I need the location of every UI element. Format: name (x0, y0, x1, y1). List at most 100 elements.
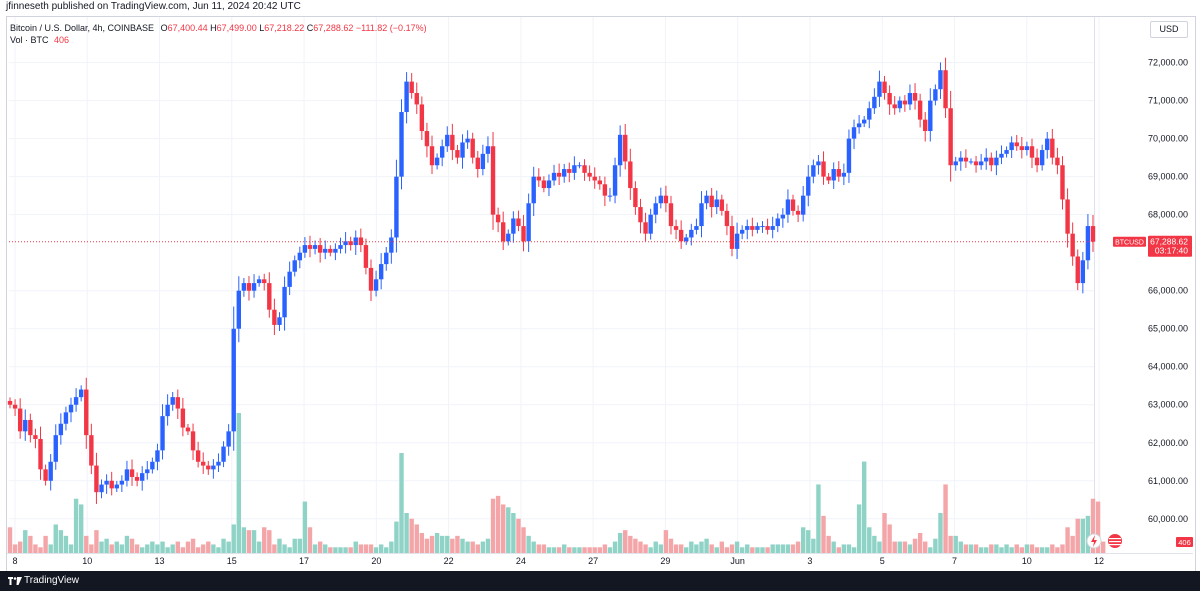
volume-bar (378, 544, 384, 553)
candle-body (602, 184, 608, 196)
volume-bar (765, 547, 770, 553)
volume-bar (907, 544, 913, 553)
volume-bar (399, 453, 404, 553)
volume-bar (658, 544, 664, 553)
volume-bar (48, 544, 53, 553)
volume-bar (277, 538, 282, 553)
legend-symbol[interactable]: Bitcoin / U.S. Dollar, 4h, COINBASE (10, 23, 155, 33)
volume-bar (938, 513, 943, 553)
candle-body (785, 199, 791, 215)
candle-body (1090, 226, 1096, 242)
candle-body (780, 214, 786, 219)
candle-body (943, 70, 948, 109)
volume-bar (577, 547, 582, 553)
candle-body (231, 328, 236, 432)
volume-bar (704, 538, 709, 553)
time-tick-label: 10 (1022, 556, 1032, 566)
volume-bar (201, 544, 206, 553)
volume-bar (856, 504, 862, 553)
volume-bar (1034, 547, 1040, 553)
candle-body (277, 317, 282, 325)
candle-body (948, 108, 953, 166)
candle-body (256, 279, 262, 284)
volume-bar (139, 547, 145, 553)
volume-bar (846, 544, 852, 553)
volume-bar (53, 524, 58, 553)
publisher-bar: jfinneseth published on TradingView.com,… (0, 0, 1200, 14)
candle-body (23, 419, 28, 432)
candle-body (450, 134, 455, 151)
candle-body (963, 157, 969, 162)
volume-bar (872, 535, 877, 553)
legend-open: 67,400.44 (167, 23, 208, 33)
candle-body (485, 146, 491, 154)
candle-body (1055, 157, 1060, 166)
candle-body (831, 169, 836, 181)
lightning-icon[interactable] (1086, 533, 1102, 549)
price-axis-separator (1094, 17, 1095, 553)
volume-bar (170, 544, 175, 553)
time-tick-label: 27 (588, 556, 598, 566)
volume-bar (333, 547, 338, 553)
candle-body (465, 138, 470, 143)
volume-bar (1070, 535, 1075, 553)
time-tick-label: 15 (227, 556, 237, 566)
legend-low-label: L (259, 23, 265, 33)
time-tick-label: 22 (444, 556, 454, 566)
volume-bar (119, 544, 125, 553)
candle-body (338, 245, 343, 249)
us-flag-icon[interactable] (1108, 534, 1122, 548)
candle-body (145, 469, 150, 474)
volume-bar (1004, 544, 1009, 553)
last-price-tag (1148, 235, 1192, 257)
candle-body (363, 245, 369, 268)
candle-body (165, 404, 170, 417)
time-tick-label: 12 (1094, 556, 1104, 566)
legend-volume-label[interactable]: Vol · BTC (10, 35, 49, 45)
candle-body (704, 195, 709, 204)
candle-body (490, 146, 496, 215)
volume-bar (267, 530, 272, 553)
volume-bar (1090, 498, 1096, 553)
volume-bar (226, 541, 231, 553)
time-tick-label: Jun (730, 556, 745, 566)
volume-bar (775, 544, 780, 553)
volume-bar (953, 535, 958, 553)
volume-bar (307, 527, 313, 553)
volume-bar (282, 544, 287, 553)
legend-low: 67,218.22 (264, 23, 305, 33)
candle-body (236, 290, 242, 329)
candle-body (1045, 138, 1050, 151)
volume-bar (943, 484, 948, 553)
candle-body (653, 203, 658, 215)
volume-bar (892, 541, 897, 553)
legend-change: −111.82 (−0.17%) (355, 23, 427, 33)
volume-bar (1045, 547, 1050, 553)
candle-body (353, 237, 358, 246)
candle-body (378, 264, 384, 280)
us-flag-stripe (1109, 544, 1121, 546)
candle-body (856, 123, 862, 128)
volume-bar (663, 530, 669, 553)
volume-bar (800, 527, 806, 553)
candle-body (404, 81, 409, 113)
tradingview-logo-icon (8, 577, 22, 585)
volume-bar (739, 547, 745, 553)
legend-high: 67,499.00 (216, 23, 257, 33)
currency-selector[interactable]: USD (1150, 21, 1188, 38)
legend-volume-row: Vol · BTC 406 (10, 34, 427, 46)
candle-body (221, 446, 226, 462)
time-tick-label: 10 (82, 556, 92, 566)
volume-bar (1085, 515, 1091, 553)
candle-body (99, 484, 104, 493)
footer-brand[interactable]: TradingView (24, 575, 80, 586)
candle-body (724, 210, 730, 227)
candle-body (562, 169, 567, 177)
price-tick-label: 69,000.00 (1148, 172, 1188, 182)
volume-bar (7, 527, 13, 553)
volume-bar (343, 547, 348, 553)
volume-bar (699, 541, 704, 553)
candle-body (287, 271, 292, 287)
footer-bar: TradingView (0, 571, 1200, 591)
